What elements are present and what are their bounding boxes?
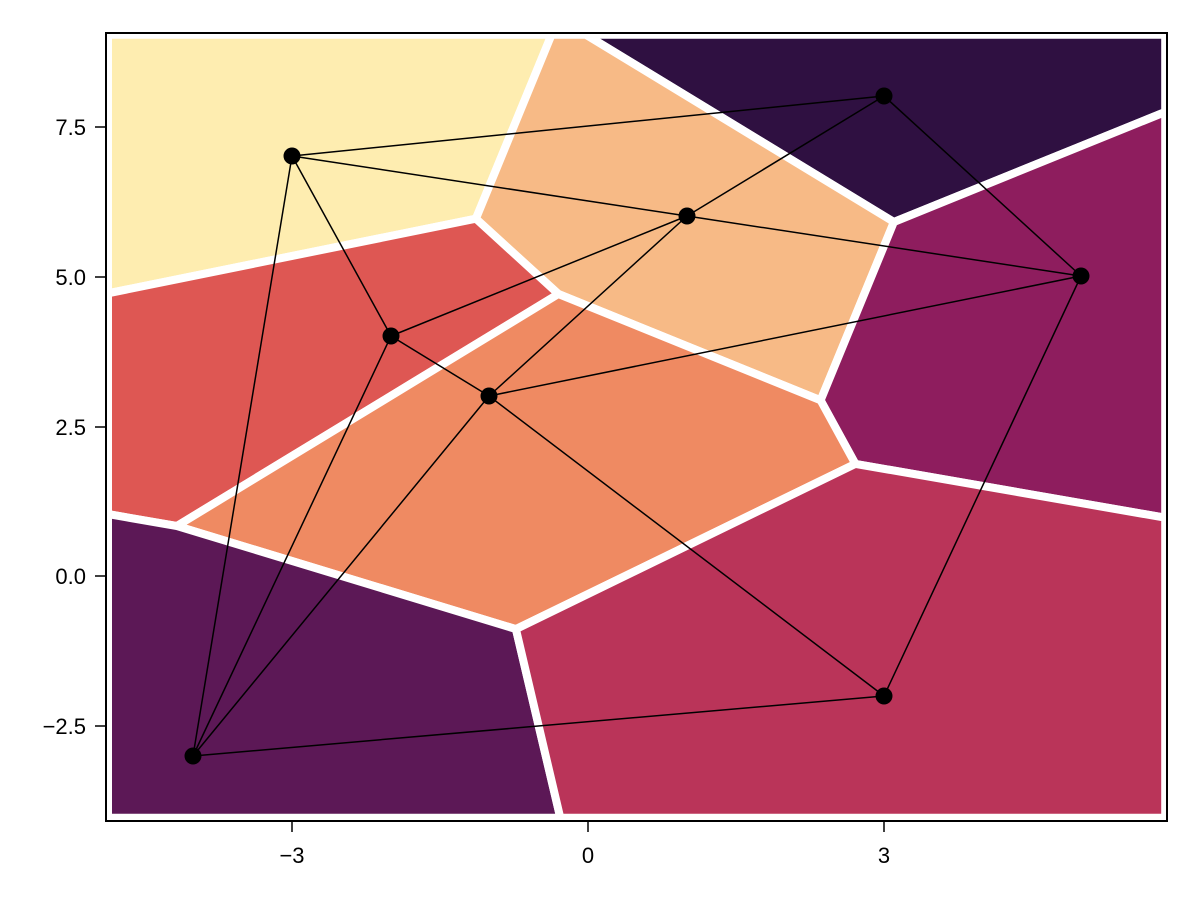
y-tick-label: 5.0 (55, 265, 86, 290)
edge-f-c (488, 215, 688, 397)
edge-a-e (291, 155, 392, 337)
edge-d-h (883, 275, 1082, 697)
edge-a-g (192, 155, 293, 757)
x-tick-label: 0 (582, 843, 594, 868)
edge-e-c (390, 215, 688, 337)
edge-c-d (686, 215, 1082, 277)
y-axis (95, 126, 106, 727)
edge-b-d (883, 95, 1082, 277)
edge-f-h (488, 395, 885, 697)
edge-e-f (390, 335, 490, 397)
voronoi-cells (104, 30, 1170, 822)
point-g[interactable] (184, 747, 202, 765)
y-tick-label: −2.5 (43, 714, 86, 739)
point-c[interactable] (678, 207, 696, 225)
edge-g-h (192, 695, 885, 757)
point-h[interactable] (875, 687, 893, 705)
point-b[interactable] (875, 87, 893, 105)
y-tick-label: 2.5 (55, 415, 86, 440)
y-tick-labels: −2.5 0.0 2.5 5.0 7.5 (43, 115, 86, 739)
point-d[interactable] (1072, 267, 1090, 285)
point-f[interactable] (480, 387, 498, 405)
delaunay-edges (192, 95, 1082, 757)
point-a[interactable] (283, 147, 301, 165)
edge-b-c (686, 95, 885, 217)
data-points (184, 87, 1090, 765)
edge-a-c (291, 155, 688, 217)
y-tick-label: 7.5 (55, 115, 86, 140)
edge-e-g (192, 335, 392, 757)
x-tick-label: 3 (878, 843, 890, 868)
edge-f-d (488, 275, 1082, 397)
edge-a-b (291, 95, 885, 157)
point-e[interactable] (382, 327, 400, 345)
y-tick-label: 0.0 (55, 564, 86, 589)
x-tick-labels: −3 0 3 (279, 843, 890, 868)
edge-f-g (192, 395, 490, 757)
x-tick-label: −3 (279, 843, 304, 868)
x-axis (291, 821, 885, 832)
